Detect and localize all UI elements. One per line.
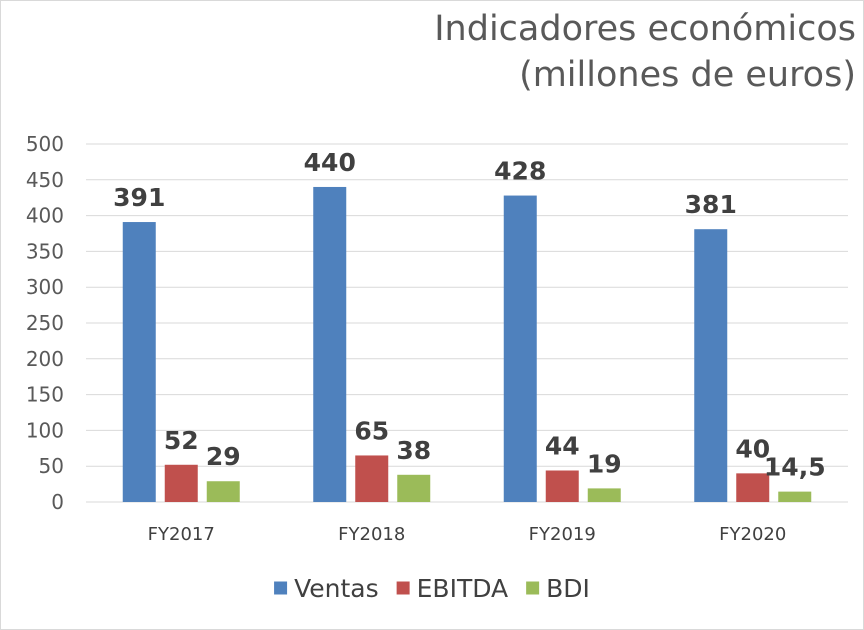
data-label: 381: [685, 190, 737, 219]
y-tick-label: 500: [26, 132, 64, 156]
chart-title-line-2: (millones de euros): [519, 55, 856, 95]
data-label: 38: [396, 436, 431, 465]
y-tick-label: 100: [26, 418, 64, 442]
bar-ventas: [503, 195, 537, 502]
bar-ventas: [122, 222, 156, 502]
data-label: 65: [354, 416, 389, 445]
legend-swatch-bdi: [526, 581, 540, 595]
legend-label-bdi: BDI: [546, 574, 590, 603]
data-label: 44: [545, 431, 580, 460]
y-tick-label: 350: [26, 239, 64, 263]
data-label: 52: [164, 426, 199, 455]
data-label: 428: [494, 157, 546, 186]
bar-ebitda: [545, 470, 579, 502]
y-tick-label: 150: [26, 383, 64, 407]
bar-bdi: [206, 481, 240, 502]
data-label: 14,5: [764, 453, 826, 482]
data-label: 440: [304, 148, 356, 177]
chart-title: Indicadores económicos (millones de euro…: [156, 6, 856, 98]
y-tick-label: 250: [26, 311, 64, 335]
x-category-label: FY2019: [529, 524, 596, 545]
bar-ebitda: [164, 464, 198, 502]
bar-ventas: [313, 186, 347, 502]
y-tick-label: 300: [26, 275, 64, 299]
bar-ebitda: [736, 473, 770, 502]
legend-label-ebitda: EBITDA: [417, 574, 509, 603]
y-tick-label: 0: [51, 490, 64, 514]
legend-swatch-ventas: [274, 581, 288, 595]
bar-ebitda: [355, 455, 389, 502]
y-tick-label: 450: [26, 168, 64, 192]
y-tick-label: 200: [26, 347, 64, 371]
legend-label-ventas: Ventas: [294, 574, 379, 603]
chart-title-line-1: Indicadores económicos: [434, 9, 856, 49]
bar-bdi: [397, 474, 431, 502]
y-tick-label: 50: [39, 454, 64, 478]
data-label: 40: [735, 434, 770, 463]
x-category-label: FY2020: [719, 524, 786, 545]
data-label: 19: [587, 449, 622, 478]
y-tick-label: 400: [26, 204, 64, 228]
bar-bdi: [587, 488, 621, 502]
bar-bdi: [778, 491, 812, 502]
x-category-label: FY2017: [148, 524, 215, 545]
data-label: 29: [206, 442, 241, 471]
legend-swatch-ebitda: [396, 581, 410, 595]
x-category-label: FY2018: [338, 524, 405, 545]
bar-ventas: [694, 229, 728, 503]
data-label: 391: [113, 183, 165, 212]
